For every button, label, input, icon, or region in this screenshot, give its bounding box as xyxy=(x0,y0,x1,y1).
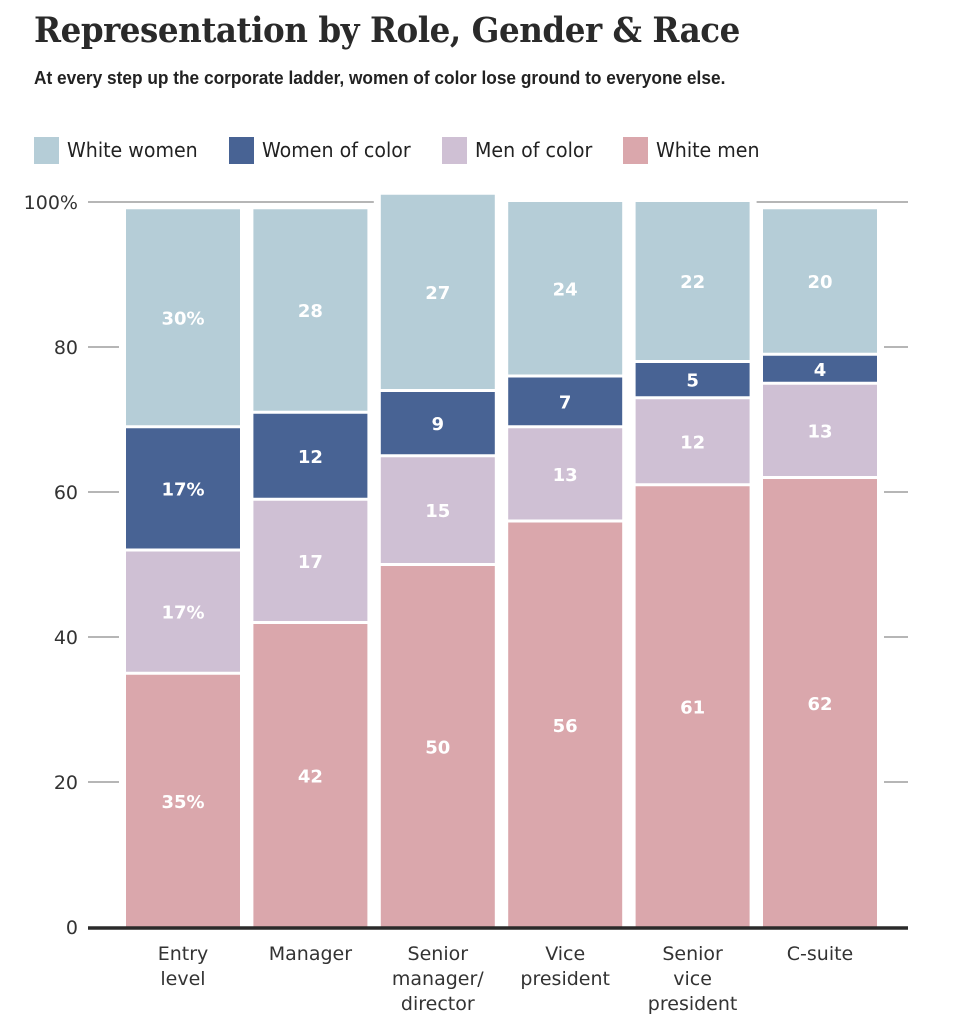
legend-item-white-men: White men xyxy=(622,136,765,164)
x-tick-label-4: Senior vice president xyxy=(648,943,738,1015)
data-label-men-of-color-5: 13 xyxy=(807,421,832,442)
chart-title: Representation by Role, Gender & Race xyxy=(34,10,740,51)
bar-segment-white-women-5 xyxy=(763,209,877,353)
bar-segment-women-of-color-5 xyxy=(763,355,877,382)
data-label-white-men-2: 50 xyxy=(425,738,450,759)
data-label-men-of-color-2: 15 xyxy=(425,501,450,522)
data-label-white-women-5: 20 xyxy=(807,272,832,293)
bar-group-4: 61 12 5 22 xyxy=(628,200,757,927)
data-label-women-of-color-1: 12 xyxy=(298,447,323,468)
bar-group-3: 56 13 7 24 xyxy=(501,200,630,927)
bar-segment-white-men-1 xyxy=(253,624,368,927)
x-tick-label-line: Senior xyxy=(408,943,469,965)
bar-group-5: 62 13 4 20 xyxy=(756,207,884,927)
bar-segment-men-of-color-2 xyxy=(380,457,495,563)
bar-segment-white-women-1 xyxy=(253,209,368,411)
x-tick-label-5: C-suite xyxy=(787,943,853,965)
bar-segment-white-men-4 xyxy=(635,486,750,927)
x-tick-label-line: level xyxy=(160,968,205,990)
legend-swatch-white-men xyxy=(622,136,648,164)
bar-segment-white-women-4 xyxy=(635,202,750,360)
bar-segment-women-of-color-1 xyxy=(253,413,368,498)
data-label-white-men-5: 62 xyxy=(807,694,832,715)
bar-segment-women-of-color-2 xyxy=(380,392,495,455)
x-tick-label-1: Manager xyxy=(269,943,352,965)
data-label-women-of-color-3: 7 xyxy=(559,392,572,413)
y-tick-label-80: 80 xyxy=(54,337,78,359)
data-label-white-men-0: 35% xyxy=(161,792,204,813)
x-tick-label-line: Vice xyxy=(545,943,585,965)
legend-label-women-of-color: Women of color xyxy=(261,138,411,162)
legend-label-white-women: White women xyxy=(67,138,198,162)
y-tick-label-40: 40 xyxy=(54,627,78,649)
bar-segment-men-of-color-1 xyxy=(253,500,368,621)
data-label-white-women-3: 24 xyxy=(553,279,578,300)
bar-segment-men-of-color-3 xyxy=(508,428,623,520)
bar-segment-white-women-0 xyxy=(126,209,240,426)
data-label-women-of-color-2: 9 xyxy=(432,414,445,435)
bar-segment-women-of-color-4 xyxy=(635,363,750,397)
x-tick-label-3: Vice president xyxy=(520,943,610,990)
x-tick-label-line: Senior xyxy=(662,943,723,965)
x-tick-label-line: vice xyxy=(673,968,712,990)
data-label-white-men-1: 42 xyxy=(298,767,323,788)
x-tick-label-0: Entry level xyxy=(158,943,209,990)
data-label-men-of-color-1: 17 xyxy=(298,552,323,573)
data-label-white-women-2: 27 xyxy=(425,283,450,304)
data-label-white-women-0: 30% xyxy=(161,308,204,329)
x-tick-label-line: president xyxy=(648,993,738,1015)
y-tick-label-20: 20 xyxy=(54,772,78,794)
x-tick-label-line: Entry xyxy=(158,943,209,965)
data-label-white-women-4: 22 xyxy=(680,272,705,293)
bar-segment-white-women-2 xyxy=(380,194,495,389)
bar-segment-men-of-color-0 xyxy=(126,551,240,672)
bar-group-0: 35% 17% 17% 30% xyxy=(119,207,247,927)
data-label-men-of-color-4: 12 xyxy=(680,432,705,453)
bar-segment-men-of-color-5 xyxy=(763,384,877,476)
y-tick-label-100: 100% xyxy=(24,192,78,214)
legend-swatch-white-women xyxy=(34,136,59,164)
data-label-women-of-color-5: 4 xyxy=(814,360,827,381)
x-tick-label-line: C-suite xyxy=(787,943,853,965)
legend-item-white-women: White women xyxy=(34,136,205,164)
y-tick-label-60: 60 xyxy=(54,482,78,504)
bar-segment-white-men-2 xyxy=(380,566,495,927)
legend-label-men-of-color: Men of color xyxy=(475,138,593,162)
bar-group-2: 50 15 9 27 xyxy=(373,192,502,927)
bar-segment-men-of-color-4 xyxy=(635,399,750,484)
chart-subtitle: At every step up the corporate ladder, w… xyxy=(34,68,726,88)
legend: White women Women of color Men of color … xyxy=(34,136,789,164)
x-tick-label-line: Manager xyxy=(269,943,352,965)
x-tick-label-line: director xyxy=(401,993,475,1015)
bar-segment-women-of-color-0 xyxy=(126,428,240,549)
legend-label-white-men: White men xyxy=(655,138,760,162)
x-axis-labels: Entry level Manager Senior manager/director V… xyxy=(158,943,854,1015)
bar-segment-white-women-3 xyxy=(508,202,623,375)
y-tick-label-0: 0 xyxy=(66,917,78,939)
data-label-women-of-color-4: 5 xyxy=(686,371,699,392)
legend-swatch-women-of-color xyxy=(228,136,254,164)
legend-item-men-of-color: Men of color xyxy=(442,136,598,164)
bar-segment-white-men-3 xyxy=(508,522,623,927)
data-label-white-men-4: 61 xyxy=(680,698,705,719)
bar-segment-women-of-color-3 xyxy=(508,377,623,426)
x-tick-label-line: manager/ xyxy=(392,968,484,990)
bar-group-1: 42 17 12 28 xyxy=(246,207,375,927)
y-axis-ticks: 0 20 40 60 80 100% xyxy=(24,192,78,939)
data-label-white-women-1: 28 xyxy=(298,301,323,322)
data-label-women-of-color-0: 17% xyxy=(161,479,204,500)
legend-swatch-men-of-color xyxy=(442,136,468,164)
data-label-men-of-color-3: 13 xyxy=(553,465,578,486)
legend-item-women-of-color: Women of color xyxy=(228,136,419,164)
bar-segment-white-men-0 xyxy=(126,674,240,927)
data-label-men-of-color-0: 17% xyxy=(161,603,204,624)
data-label-white-men-3: 56 xyxy=(553,716,578,737)
bar-segment-white-men-5 xyxy=(763,479,877,927)
bars: 35% 17% 17% 30% 42 17 12 28 50 15 9 27 56 13 7 24 61 12 5 2… xyxy=(119,192,884,927)
x-tick-label-2: Senior manager/director xyxy=(392,943,484,1015)
x-tick-label-line: president xyxy=(520,968,610,990)
